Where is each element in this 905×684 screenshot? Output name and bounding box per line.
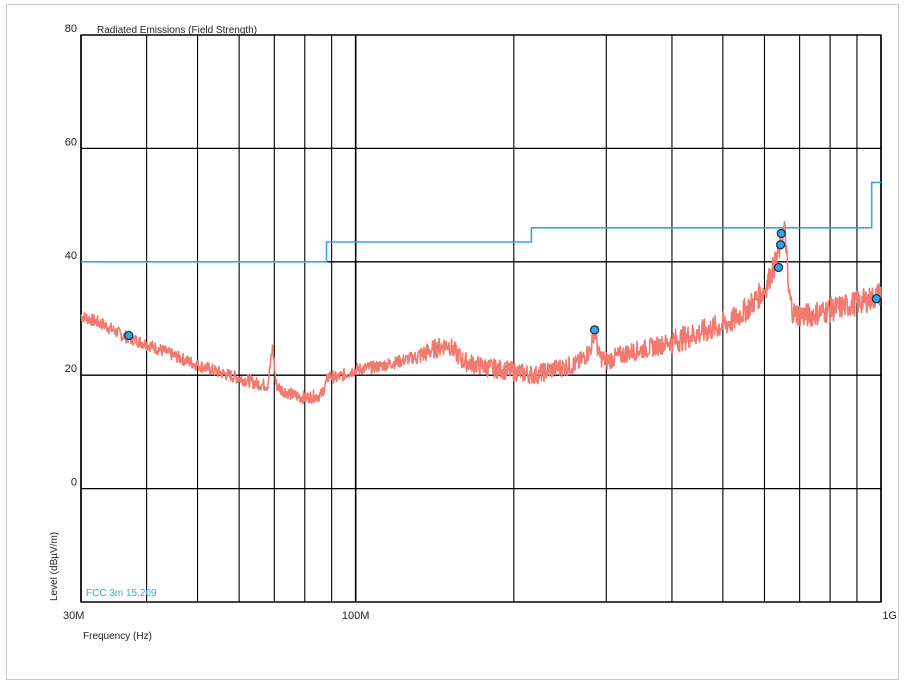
limit-line xyxy=(81,181,881,263)
peak-marker xyxy=(776,228,786,239)
plot-border xyxy=(80,34,882,603)
y-tick-label: 60 xyxy=(65,136,77,148)
emissions-chart: 80 60 40 20 0 30M 100M 1G Radiated Emissions (… xyxy=(49,23,897,642)
peak-marker xyxy=(775,240,786,250)
grid xyxy=(80,34,882,603)
x-tick-labels: 30M 100M 1G xyxy=(63,610,897,622)
x-axis-label: Frequency (Hz) xyxy=(83,631,152,642)
peak-marker xyxy=(589,325,600,335)
y-tick-label: 0 xyxy=(71,477,77,489)
y-tick-label: 20 xyxy=(65,363,77,375)
y-tick-labels: 80 60 40 20 0 xyxy=(65,23,77,489)
peak-marker xyxy=(871,294,882,304)
chart-title: Radiated Emissions (Field Strength) xyxy=(97,25,257,36)
measurement-trace xyxy=(80,220,882,405)
y-tick-label: 40 xyxy=(65,250,77,262)
x-tick-label: 1G xyxy=(882,610,897,622)
limit-legend-label: FCC 3m 15.209 xyxy=(86,588,157,599)
y-tick-label: 80 xyxy=(65,23,77,35)
peak-marker xyxy=(124,330,134,341)
measurement-trace-layer xyxy=(80,220,882,405)
peak-markers xyxy=(124,228,882,341)
x-tick-label: 100M xyxy=(342,610,370,622)
limit-line-layer xyxy=(81,181,881,263)
peak-marker xyxy=(773,262,784,273)
chart-frame: 80 60 40 20 0 30M 100M 1G Radiated Emissions (… xyxy=(6,4,899,680)
x-tick-label: 30M xyxy=(63,610,84,622)
y-axis-label: Level (dBµV/m) xyxy=(49,532,60,601)
